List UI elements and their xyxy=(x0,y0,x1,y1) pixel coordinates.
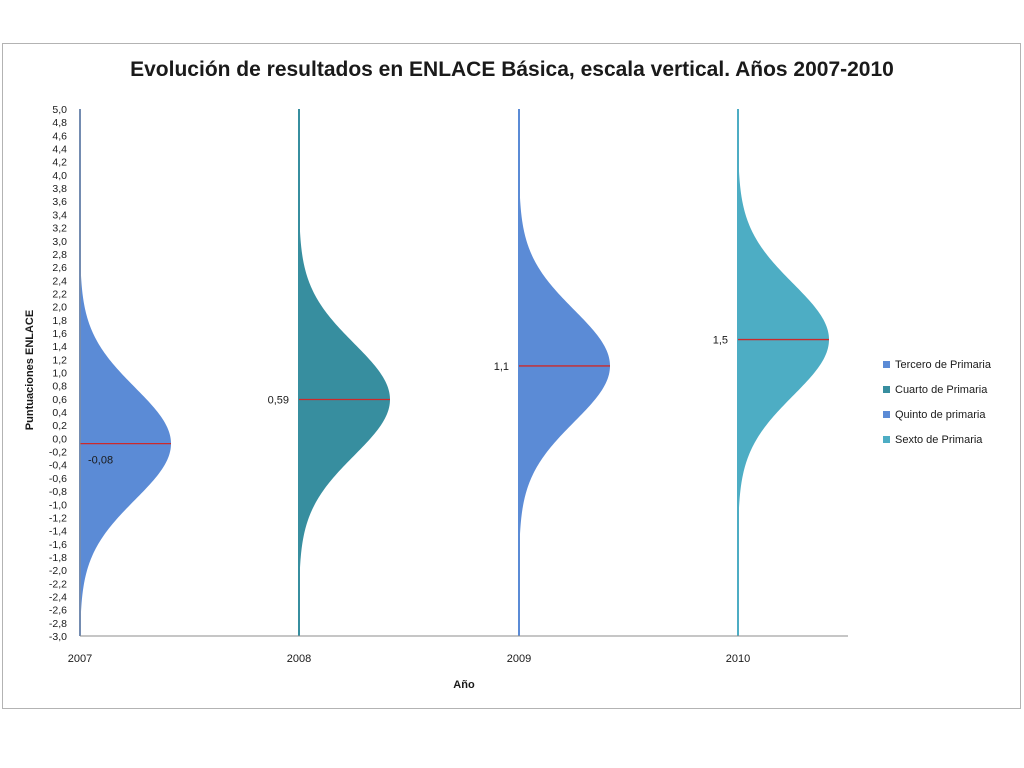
y-tick-label: 0,8 xyxy=(52,381,67,393)
legend-item: Cuarto de Primaria xyxy=(883,377,991,402)
x-tick-label: 2008 xyxy=(287,653,311,665)
y-tick-label: -0,2 xyxy=(49,447,67,459)
y-tick-label: -2,8 xyxy=(49,618,67,630)
legend-item: Quinto de primaria xyxy=(883,402,991,427)
y-tick-label: 4,0 xyxy=(52,170,67,182)
y-tick-label: 4,2 xyxy=(52,157,67,169)
legend-label: Quinto de primaria xyxy=(895,408,986,421)
y-tick-label: 1,0 xyxy=(52,368,67,380)
x-axis-label: Año xyxy=(453,679,475,691)
y-tick-label: -1,4 xyxy=(49,526,67,538)
x-tick-label: 2010 xyxy=(726,653,750,665)
y-tick-label: 5,0 xyxy=(52,104,67,116)
x-tick-label: 2007 xyxy=(68,653,92,665)
y-tick-label: -1,2 xyxy=(49,512,67,524)
chart-frame xyxy=(2,43,1021,709)
y-tick-label: -2,4 xyxy=(49,591,67,603)
y-tick-label: 0,4 xyxy=(52,407,67,419)
series-area xyxy=(80,109,171,636)
y-tick-label: 1,2 xyxy=(52,354,67,366)
y-tick-label: 4,4 xyxy=(52,144,67,156)
y-tick-label: 2,8 xyxy=(52,249,67,261)
y-tick-label: 2,6 xyxy=(52,262,67,274)
mean-data-label: 1,1 xyxy=(494,361,509,373)
y-tick-label: 4,8 xyxy=(52,117,67,129)
y-tick-label: -1,0 xyxy=(49,499,67,511)
y-tick-label: -0,8 xyxy=(49,486,67,498)
y-tick-label: 4,6 xyxy=(52,130,67,142)
legend-label: Cuarto de Primaria xyxy=(895,383,988,396)
y-tick-label: -2,6 xyxy=(49,605,67,617)
y-tick-label: 3,8 xyxy=(52,183,67,195)
mean-data-label: -0,08 xyxy=(88,455,113,467)
y-tick-label: 3,0 xyxy=(52,236,67,248)
y-tick-label: 0,6 xyxy=(52,394,67,406)
mean-data-label: 1,5 xyxy=(713,335,728,347)
y-tick-label: 1,8 xyxy=(52,315,67,327)
y-tick-label: 1,6 xyxy=(52,328,67,340)
legend-swatch xyxy=(883,411,890,418)
y-tick-label: -0,6 xyxy=(49,473,67,485)
legend-swatch xyxy=(883,386,890,393)
series-area xyxy=(519,109,610,636)
y-tick-label: -2,2 xyxy=(49,578,67,590)
y-tick-label: -3,0 xyxy=(49,631,67,643)
y-tick-label: 3,2 xyxy=(52,223,67,235)
y-tick-label: 0,0 xyxy=(52,433,67,445)
y-tick-label: 3,6 xyxy=(52,196,67,208)
series-area xyxy=(299,109,390,636)
y-tick-label: 0,2 xyxy=(52,420,67,432)
y-tick-label: -1,8 xyxy=(49,552,67,564)
chart-title: Evolución de resultados en ENLACE Básica… xyxy=(130,58,894,81)
y-tick-label: 2,2 xyxy=(52,288,67,300)
y-tick-label: -1,6 xyxy=(49,539,67,551)
y-tick-label: 2,4 xyxy=(52,275,67,287)
legend-swatch xyxy=(883,436,890,443)
series-area xyxy=(738,109,829,636)
y-tick-label: 2,0 xyxy=(52,302,67,314)
legend-item: Sexto de Primaria xyxy=(883,427,991,452)
y-tick-label: -0,4 xyxy=(49,460,67,472)
legend-swatch xyxy=(883,361,890,368)
y-tick-label: 1,4 xyxy=(52,341,67,353)
y-tick-label: -2,0 xyxy=(49,565,67,577)
legend-label: Tercero de Primaria xyxy=(895,358,991,371)
legend-item: Tercero de Primaria xyxy=(883,352,991,377)
legend-label: Sexto de Primaria xyxy=(895,433,983,446)
legend: Tercero de Primaria Cuarto de Primaria Qui… xyxy=(883,352,991,452)
x-tick-label: 2009 xyxy=(507,653,531,665)
y-tick-label: 3,4 xyxy=(52,209,67,221)
mean-data-label: 0,59 xyxy=(268,395,289,407)
